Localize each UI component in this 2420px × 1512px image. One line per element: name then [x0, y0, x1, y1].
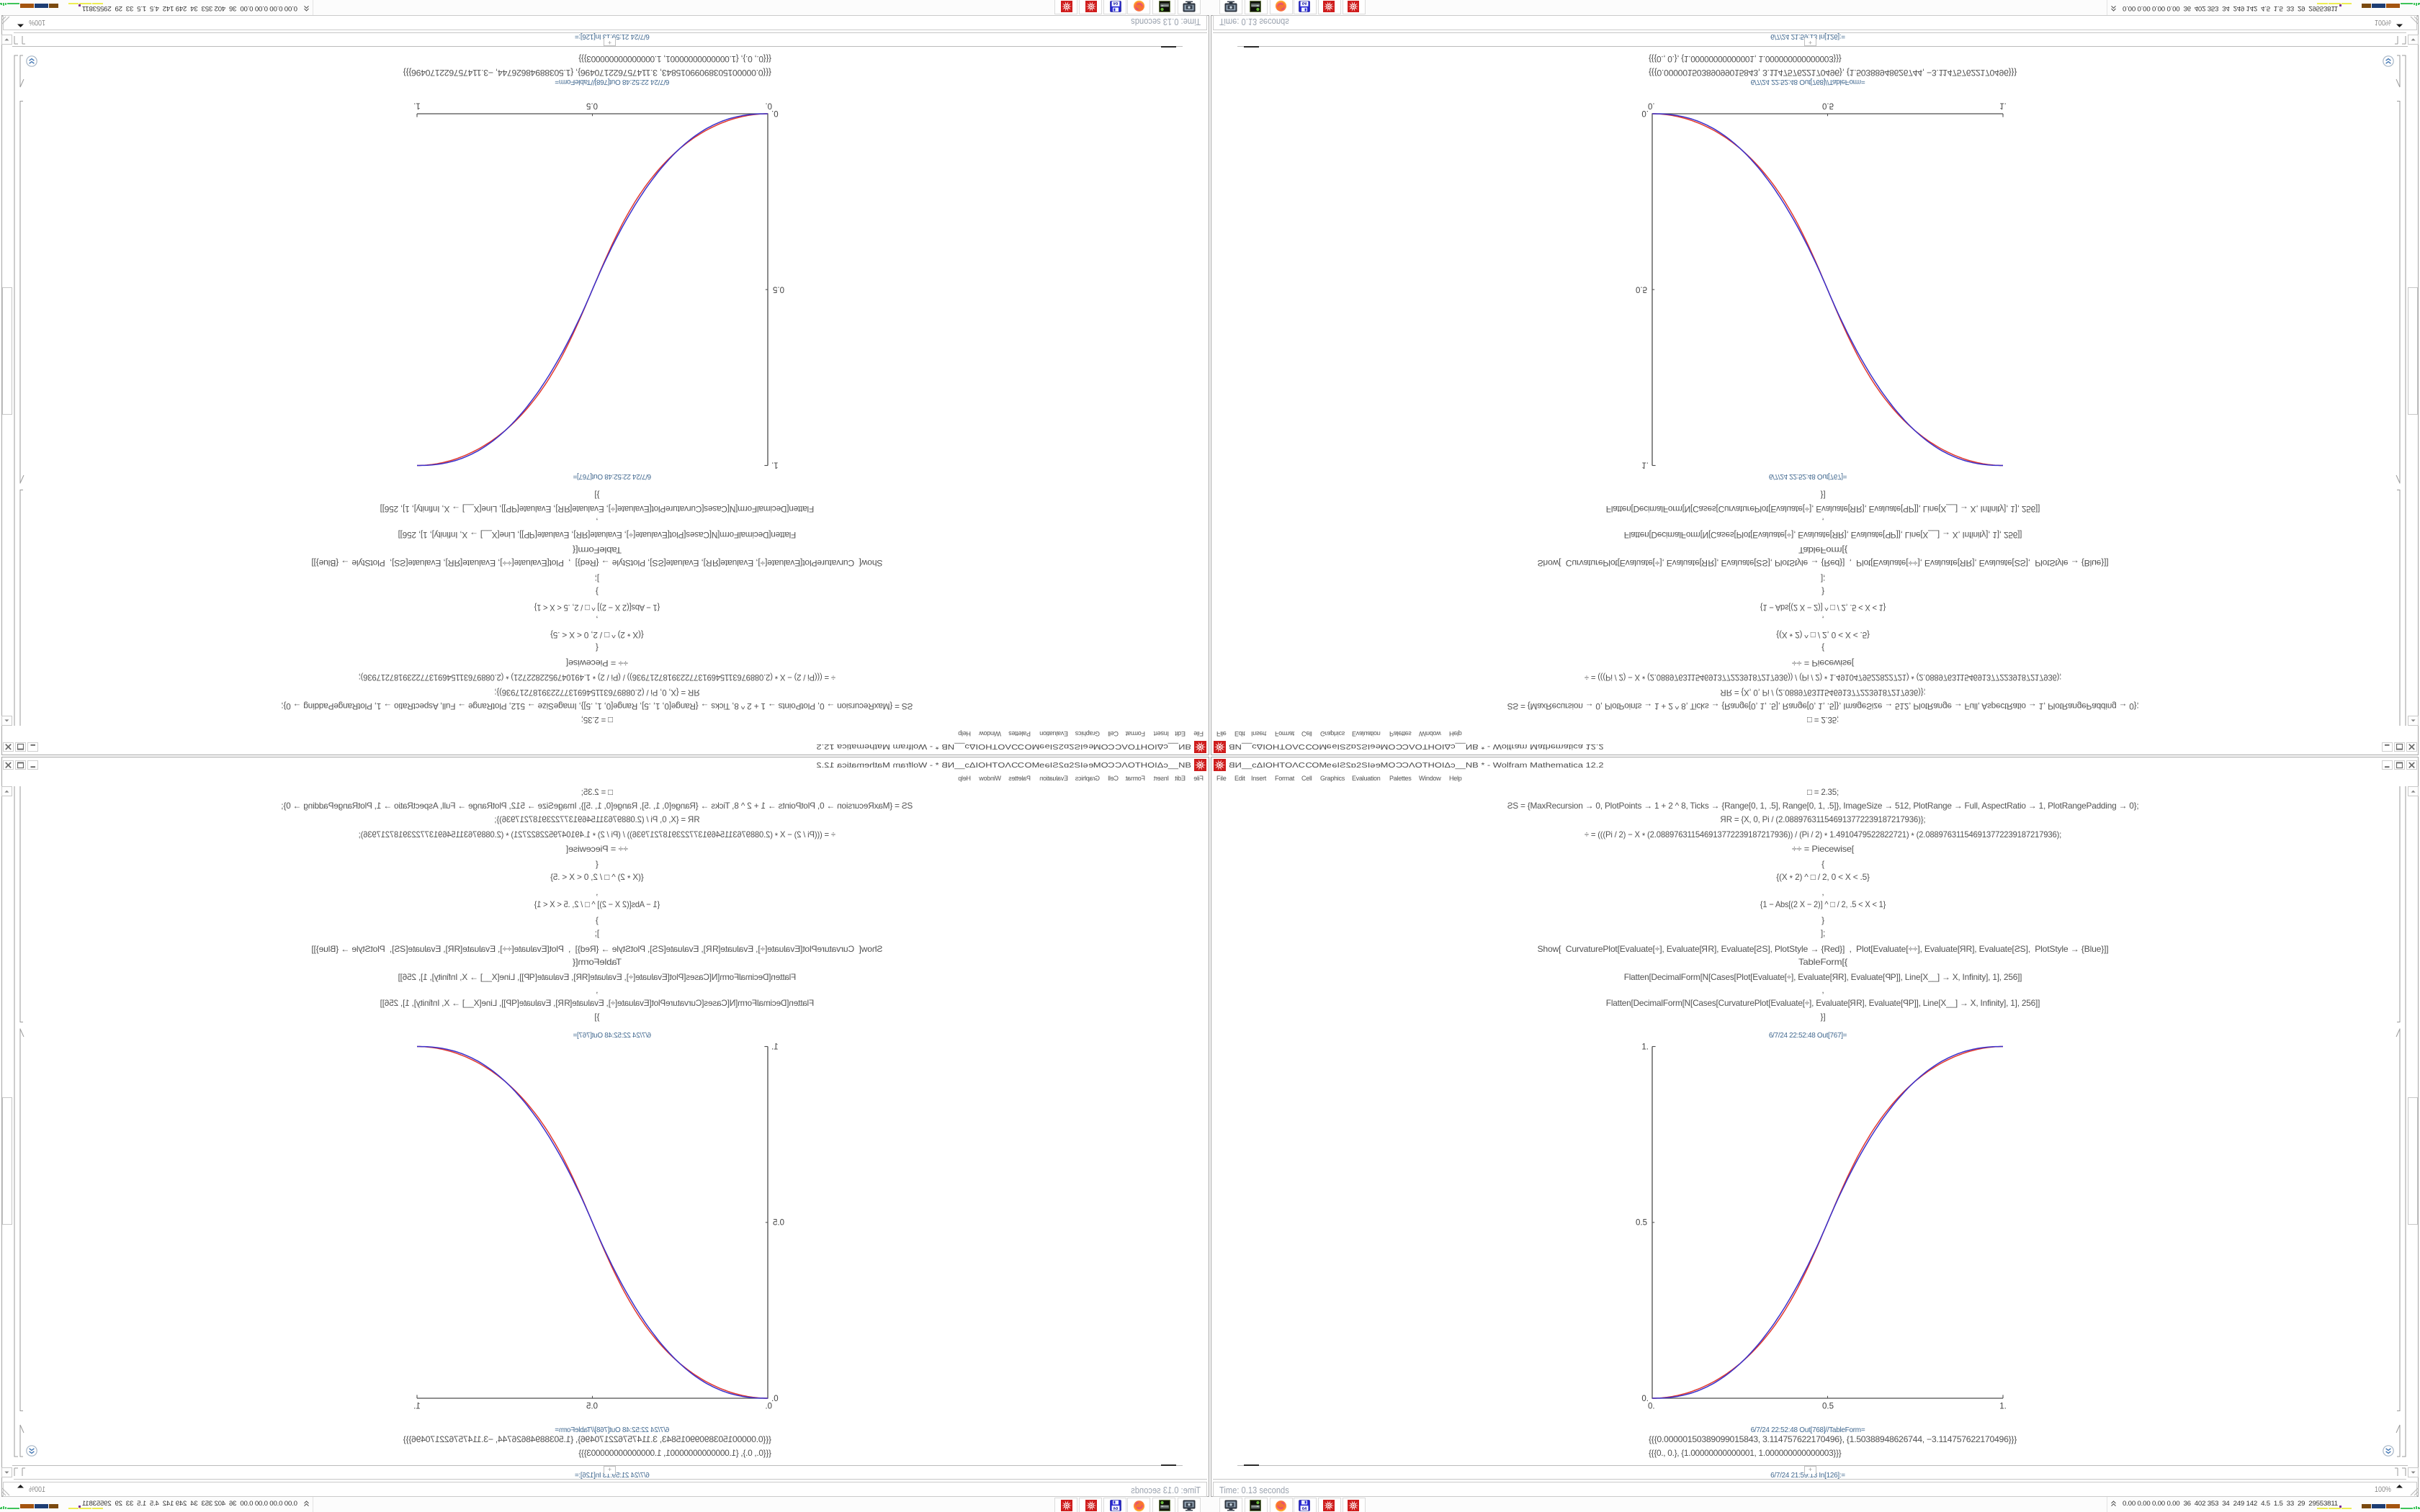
svg-text:64: 64 [1302, 1, 1307, 5]
svg-text:1.: 1. [771, 1043, 779, 1052]
svg-text:1.: 1. [413, 1403, 421, 1411]
svg-text:0.: 0. [1641, 109, 1649, 117]
svg-text:1.: 1. [1641, 461, 1649, 469]
svg-text:0.5: 0.5 [1822, 1403, 1834, 1411]
svg-text:0.5: 0.5 [586, 1403, 598, 1411]
svg-text:1.: 1. [1641, 1043, 1649, 1052]
svg-text:1.: 1. [1999, 102, 2007, 110]
svg-text:1.: 1. [1999, 1403, 2007, 1411]
svg-text:0.5: 0.5 [1822, 102, 1834, 110]
svg-text:64: 64 [1302, 1507, 1307, 1511]
svg-text:0.: 0. [765, 1403, 772, 1411]
svg-text:1.: 1. [771, 461, 779, 469]
svg-text:64: 64 [1113, 1, 1118, 5]
svg-text:0.: 0. [1648, 1403, 1655, 1411]
svg-text:0.: 0. [1641, 1395, 1649, 1403]
svg-text:0.5: 0.5 [1636, 285, 1647, 294]
svg-text:0.: 0. [1648, 102, 1655, 110]
svg-text:0.5: 0.5 [586, 102, 598, 110]
svg-text:0.: 0. [771, 1395, 779, 1403]
svg-text:0.5: 0.5 [773, 1219, 784, 1228]
svg-text:0.: 0. [771, 109, 779, 117]
svg-text:0.5: 0.5 [1636, 1219, 1647, 1228]
svg-text:0.5: 0.5 [773, 285, 784, 294]
svg-text:1.: 1. [413, 102, 421, 110]
svg-text:0.: 0. [765, 102, 772, 110]
svg-text:64: 64 [1113, 1507, 1118, 1511]
